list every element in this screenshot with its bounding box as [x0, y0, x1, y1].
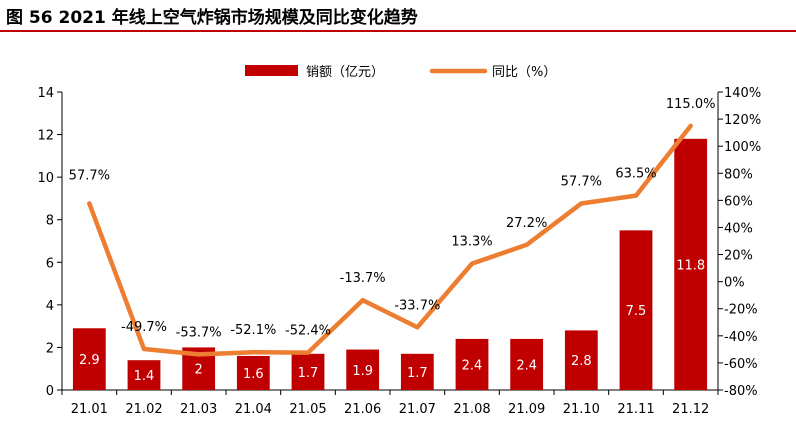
bar-value-label: 7.5 [626, 304, 647, 319]
y-left-tick-label: 6 [46, 256, 54, 271]
y-left-tick-label: 10 [37, 171, 54, 186]
x-tick-label: 21.07 [399, 402, 436, 417]
bar [619, 230, 653, 390]
y-left-tick-label: 4 [46, 299, 54, 314]
yoy-value-label: 63.5% [615, 167, 656, 182]
yoy-value-label: -52.1% [230, 323, 276, 338]
y-right-tick-label: -80% [724, 384, 758, 399]
y-right-tick-label: -60% [724, 357, 758, 372]
y-left-tick-label: 8 [46, 214, 54, 229]
bar [400, 353, 434, 390]
bar [236, 355, 270, 390]
y-left-tick-label: 12 [37, 129, 54, 144]
y-right-tick-label: 100% [724, 140, 761, 155]
yoy-value-label: 13.3% [451, 235, 492, 250]
bar-value-label: 2.9 [79, 353, 100, 368]
yoy-value-label: -49.7% [121, 320, 167, 335]
y-left-tick-label: 14 [37, 86, 54, 101]
y-right-tick-label: 80% [724, 167, 753, 182]
yoy-value-label: -52.4% [285, 324, 331, 339]
bar [127, 360, 161, 390]
x-tick-label: 21.05 [289, 402, 326, 417]
x-tick-label: 21.01 [71, 402, 108, 417]
bar-value-label: 2.4 [516, 358, 537, 373]
x-tick-label: 21.11 [617, 402, 654, 417]
bar-value-label: 2 [195, 363, 203, 378]
title-divider [0, 30, 796, 32]
yoy-line [87, 123, 693, 357]
x-tick-label: 21.12 [672, 402, 709, 417]
yoy-value-label: -33.7% [394, 298, 440, 313]
legend: 销额（亿元） 同比（%） [245, 65, 556, 80]
chart-title: 图 56 2021 年线上空气炸锅市场规模及同比变化趋势 [6, 8, 418, 28]
bar-value-label: 1.9 [352, 364, 373, 379]
x-tick-label: 21.08 [453, 402, 490, 417]
yoy-value-label: 57.7% [69, 168, 110, 183]
y-right-tick-label: 120% [724, 113, 761, 128]
bar-value-label: 1.7 [298, 366, 319, 381]
bar [674, 138, 708, 390]
y-right-tick-label: 20% [724, 249, 753, 264]
y-left-tick-label: 0 [46, 384, 54, 399]
bar [72, 328, 106, 390]
yoy-value-label: 27.2% [506, 216, 547, 231]
x-tick-label: 21.04 [235, 402, 272, 417]
bar [564, 330, 598, 390]
bar-value-label: 1.6 [243, 367, 264, 382]
x-tick-label: 21.03 [180, 402, 217, 417]
x-tick-label: 21.02 [125, 402, 162, 417]
legend-bar-label: 销额（亿元） [306, 65, 384, 80]
y-right-tick-label: -40% [724, 330, 758, 345]
x-tick-label: 21.09 [508, 402, 545, 417]
yoy-value-label: 115.0% [666, 97, 716, 112]
y-left-tick-label: 2 [46, 341, 54, 356]
axes: 0 2 4 6 8 10 12 14 -80% -60% -40% -20% 0% 20% 40% 60% 80… [37, 86, 761, 417]
bar [346, 349, 380, 390]
y-right-tick-label: 0% [724, 276, 745, 291]
data-labels: 2.9 1.4 2 1.6 1.7 1.9 1.7 2.4 2.4 2.8 7.5 11.8 57.7%… [69, 97, 716, 384]
legend-line-label: 同比（%） [492, 65, 556, 80]
y-right-tick-label: 140% [724, 86, 761, 101]
yoy-value-label: -53.7% [176, 325, 222, 340]
bar-series [72, 138, 708, 390]
bar [510, 338, 544, 390]
line-series [87, 123, 693, 357]
yoy-value-label: -13.7% [340, 271, 386, 286]
x-tick-label: 21.10 [563, 402, 600, 417]
bar-value-label: 2.8 [571, 354, 592, 369]
x-tick-label: 21.06 [344, 402, 381, 417]
y-right-tick-label: -20% [724, 303, 758, 318]
bar-value-label: 2.4 [462, 358, 483, 373]
bar-value-label: 11.8 [676, 258, 705, 273]
yoy-value-label: 57.7% [561, 174, 602, 189]
y-right-tick-label: 40% [724, 221, 753, 236]
bar-value-label: 1.4 [134, 369, 155, 384]
bar-value-label: 1.7 [407, 366, 428, 381]
legend-bar-swatch [245, 65, 298, 76]
y-right-tick-label: 60% [724, 194, 753, 209]
bar [291, 353, 325, 390]
bar [455, 338, 489, 390]
